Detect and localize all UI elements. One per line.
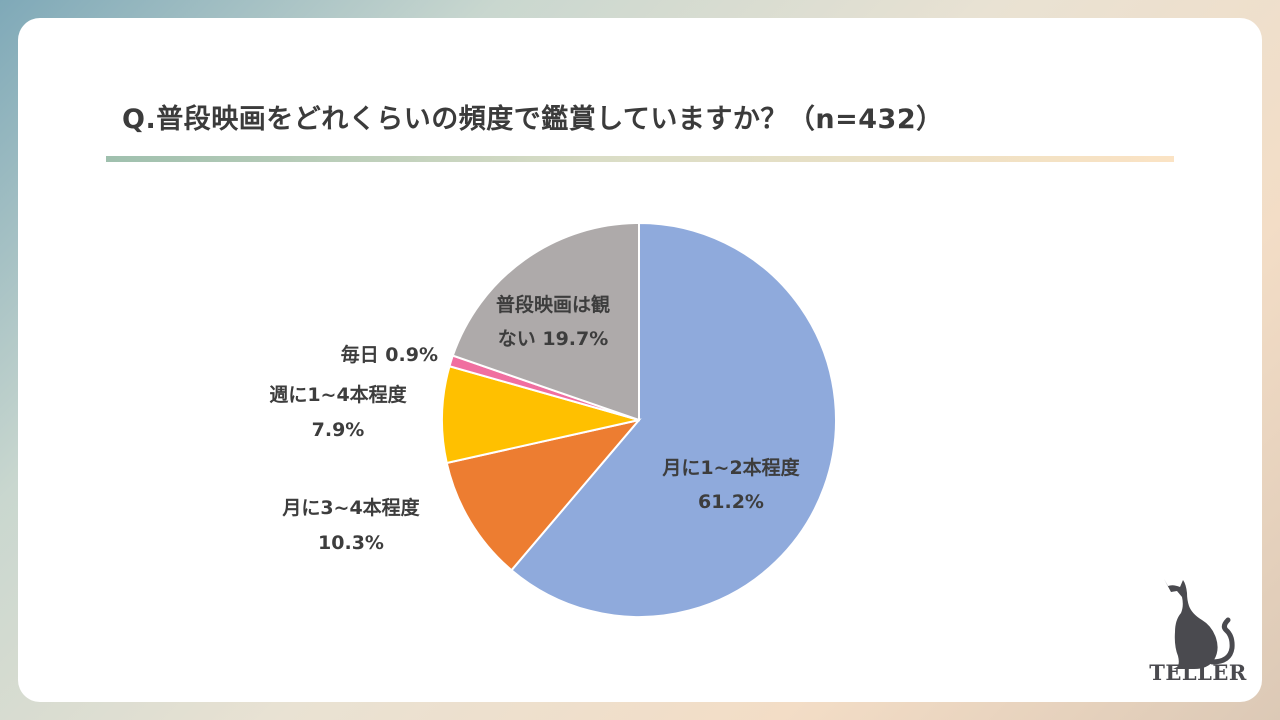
- slice-label-3: 毎日 0.9%: [341, 343, 438, 366]
- title-underline: [106, 156, 1174, 162]
- label-slice-0: 月に1~2本程度 61.2%: [661, 456, 800, 513]
- slice-label-0: 月に1~2本程度: [661, 456, 800, 479]
- slice-value-4: ない 19.7%: [498, 328, 609, 350]
- slice-label-4: 普段映画は観: [496, 293, 610, 316]
- pie-slice-1: [445, 418, 642, 572]
- slice-value-1: 10.3%: [318, 532, 384, 554]
- pie-slice-0: [510, 221, 837, 618]
- label-slice-3: 毎日 0.9%: [341, 343, 438, 366]
- pie-slice-4: [451, 221, 640, 422]
- cat-silhouette-icon: [1164, 579, 1235, 669]
- label-slice-1: 月に3~4本程度 10.3%: [281, 496, 420, 554]
- slice-value-2: 7.9%: [312, 419, 365, 441]
- slice-label-2: 週に1~4本程度: [269, 383, 407, 406]
- brand-logo-text: TELLER: [1149, 660, 1247, 685]
- slice-value-0: 61.2%: [698, 491, 764, 513]
- label-slice-4: 普段映画は観 ない 19.7%: [496, 293, 610, 350]
- pie-slices: [441, 221, 837, 618]
- chart-title: Q.普段映画をどれくらいの頻度で鑑賞していますか？（n=432）: [122, 104, 944, 135]
- slice-label-1: 月に3~4本程度: [281, 496, 420, 519]
- pie-slice-2: [441, 364, 640, 465]
- label-slice-2: 週に1~4本程度 7.9%: [269, 383, 407, 441]
